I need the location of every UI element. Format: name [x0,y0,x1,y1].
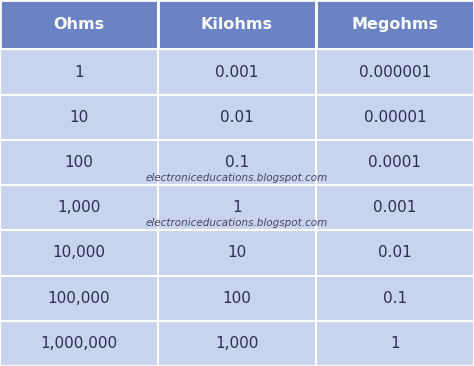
Bar [158,276,316,321]
Text: 100: 100 [223,291,251,306]
Bar [316,49,474,95]
Text: 0.001: 0.001 [374,200,417,215]
Bar [158,49,316,95]
Text: 1: 1 [390,336,400,351]
Text: 1,000: 1,000 [57,200,100,215]
Text: 0.1: 0.1 [225,155,249,170]
Bar [316,230,474,276]
Text: Megohms: Megohms [352,17,438,32]
Text: electroniceducations.blogspot.com: electroniceducations.blogspot.com [146,173,328,183]
Bar [158,140,316,185]
Text: Ohms: Ohms [54,17,105,32]
Text: 1: 1 [74,64,84,79]
Bar [0,276,158,321]
Text: 0.000001: 0.000001 [359,64,431,79]
Bar [0,321,158,366]
Bar [316,321,474,366]
Bar [0,0,158,49]
Bar [0,185,158,230]
Bar [158,185,316,230]
Text: 0.0001: 0.0001 [368,155,421,170]
Text: 1,000: 1,000 [215,336,259,351]
Text: 10,000: 10,000 [53,246,106,261]
Text: 0.1: 0.1 [383,291,407,306]
Text: 1: 1 [232,200,242,215]
Text: electroniceducations.blogspot.com: electroniceducations.blogspot.com [146,219,328,228]
Bar [316,185,474,230]
Bar [316,140,474,185]
Bar [158,95,316,140]
Text: 1,000,000: 1,000,000 [40,336,118,351]
Text: 0.01: 0.01 [378,246,412,261]
Bar [158,0,316,49]
Text: 0.001: 0.001 [215,64,259,79]
Bar [0,230,158,276]
Bar [158,321,316,366]
Text: 0.01: 0.01 [220,110,254,125]
Bar [0,140,158,185]
Text: Kilohms: Kilohms [201,17,273,32]
Text: 100,000: 100,000 [48,291,110,306]
Text: 10: 10 [228,246,246,261]
Bar [158,230,316,276]
Bar [316,95,474,140]
Text: 100: 100 [64,155,93,170]
Text: 10: 10 [69,110,89,125]
Bar [0,49,158,95]
Bar [316,276,474,321]
Bar [316,0,474,49]
Bar [0,95,158,140]
Text: 0.00001: 0.00001 [364,110,426,125]
